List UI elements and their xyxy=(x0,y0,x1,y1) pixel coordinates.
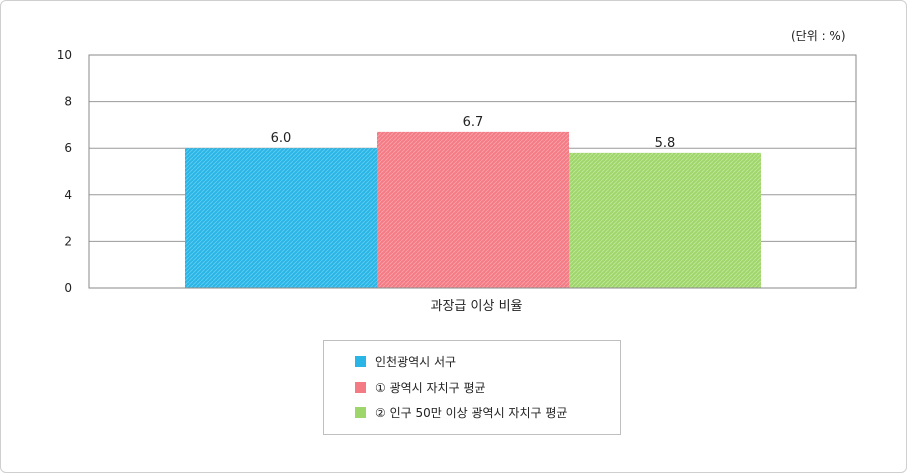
y-tick-label: 0 xyxy=(64,281,72,295)
bar-value-label-1: 6.7 xyxy=(463,115,484,130)
unit-label: (단위 : %) xyxy=(791,29,846,43)
y-tick-label: 8 xyxy=(64,95,72,109)
y-tick-label: 6 xyxy=(64,141,72,155)
legend-label-500k-avg: ② 인구 50만 이상 광역시 자치구 평균 xyxy=(375,406,568,420)
bar-value-label-2: 5.8 xyxy=(655,136,676,151)
legend-label-seogu: 인천광역시 서구 xyxy=(375,355,457,369)
legend-swatch-500k-avg xyxy=(355,407,366,418)
legend-label-metro-avg: ① 광역시 자치구 평균 xyxy=(375,381,486,395)
bar-chart: 0 2 4 6 8 10 6.0 6.7 5.8 과장급 이상 비율 xyxy=(57,48,857,314)
y-tick-label: 10 xyxy=(57,48,72,62)
x-category-label: 과장급 이상 비율 xyxy=(431,299,523,314)
y-tick-label: 4 xyxy=(64,188,72,202)
legend-item-metro-avg: ① 광역시 자치구 평균 xyxy=(355,379,486,396)
plot-area-border xyxy=(88,54,857,289)
bar-series-1 xyxy=(377,131,569,288)
legend-swatch-metro-avg xyxy=(355,382,366,393)
bar-series-2 xyxy=(569,152,761,288)
legend-item-500k-avg: ② 인구 50만 이상 광역시 자치구 평균 xyxy=(355,404,567,421)
bar-value-label-0: 6.0 xyxy=(271,131,292,146)
legend: 인천광역시 서구 ① 광역시 자치구 평균 ② 인구 50만 이상 광역시 자치… xyxy=(323,340,621,435)
y-tick-label: 2 xyxy=(64,234,72,248)
legend-item-seogu: 인천광역시 서구 xyxy=(355,353,456,370)
bar-series-0 xyxy=(185,148,377,288)
legend-swatch-seogu xyxy=(355,356,366,367)
